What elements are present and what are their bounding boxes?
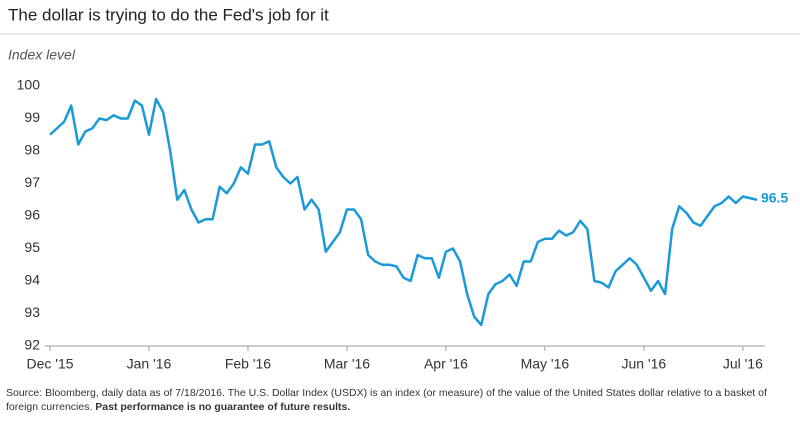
y-tick-label: 93 bbox=[24, 304, 40, 320]
x-tick-label: Dec '15 bbox=[26, 356, 73, 372]
footnote: Source: Bloomberg, daily data as of 7/18… bbox=[6, 386, 791, 414]
x-tick-label: Apr '16 bbox=[424, 356, 468, 372]
y-tick-label: 94 bbox=[24, 272, 40, 288]
x-tick-label: Jan '16 bbox=[127, 356, 172, 372]
y-tick-label: 92 bbox=[24, 337, 40, 353]
source-note: Source: Bloomberg, daily data as of 7/18… bbox=[6, 387, 767, 413]
y-tick-label: 100 bbox=[17, 77, 41, 93]
x-tick-label: Jul '16 bbox=[723, 356, 763, 372]
y-tick-label: 95 bbox=[24, 239, 40, 255]
y-tick-label: 96 bbox=[24, 207, 40, 223]
y-tick-label: 99 bbox=[24, 109, 40, 125]
chart: The dollar is trying to do the Fed's job… bbox=[0, 5, 800, 372]
x-tick-label: May '16 bbox=[521, 356, 570, 372]
end-label: 96.5 bbox=[761, 189, 788, 205]
line-series bbox=[49, 97, 758, 327]
y-tick-label: 98 bbox=[24, 142, 40, 158]
disclaimer: Past performance is no guarantee of futu… bbox=[95, 401, 351, 413]
x-tick-label: Feb '16 bbox=[225, 356, 271, 372]
chart-title: The dollar is trying to do the Fed's job… bbox=[8, 5, 329, 24]
x-tick-label: Jun '16 bbox=[622, 356, 667, 372]
y-axis-label: Index level bbox=[8, 47, 76, 63]
y-tick-label: 97 bbox=[24, 174, 40, 190]
x-tick-label: Mar '16 bbox=[324, 356, 370, 372]
